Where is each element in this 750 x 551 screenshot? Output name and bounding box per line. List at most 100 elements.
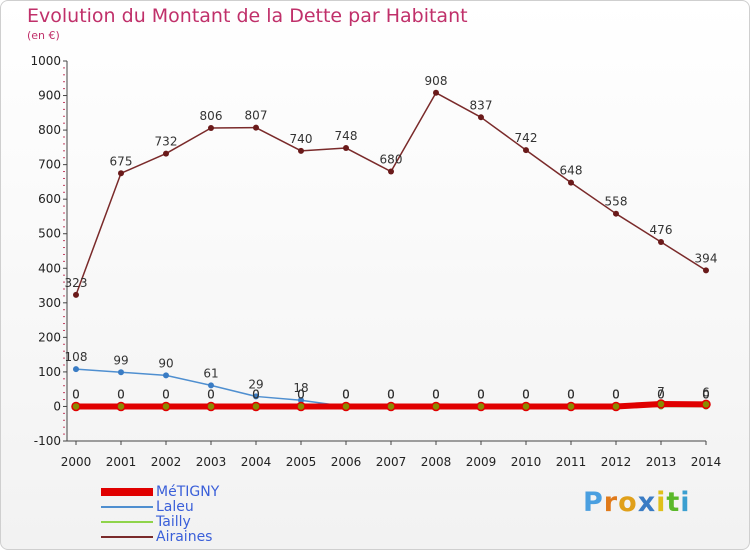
data-label: 0 — [162, 387, 170, 401]
series-point — [523, 147, 529, 154]
series-point — [478, 114, 484, 121]
data-label: 0 — [387, 387, 395, 401]
data-label: 99 — [113, 353, 128, 367]
x-tick-label: 2005 — [286, 455, 317, 469]
data-label: 806 — [200, 109, 223, 123]
data-label: 0 — [207, 387, 215, 401]
series-point — [703, 267, 709, 274]
data-label: 732 — [155, 135, 178, 149]
series-point — [73, 366, 79, 373]
data-label: 0 — [342, 387, 350, 401]
data-label: 908 — [425, 74, 448, 88]
series-point — [656, 399, 666, 409]
data-label: 0 — [297, 387, 305, 401]
series-point — [431, 401, 441, 412]
data-label: 0 — [477, 387, 485, 401]
legend-label: MéTIGNY — [156, 484, 220, 500]
x-tick-label: 2008 — [421, 455, 452, 469]
data-label: 108 — [65, 350, 88, 364]
data-label: 837 — [470, 98, 493, 112]
x-tick-label: 2001 — [106, 455, 137, 469]
data-label: 61 — [203, 366, 218, 380]
series-point — [163, 372, 169, 379]
series-point — [116, 401, 126, 412]
proxiti-logo: Proxiti — [583, 487, 691, 518]
data-label: 0 — [387, 387, 395, 401]
data-label: 748 — [335, 129, 358, 143]
data-label: 0 — [612, 387, 620, 401]
series-point — [296, 401, 306, 412]
series-point — [208, 125, 214, 132]
data-label: 648 — [560, 164, 583, 178]
legend-swatch — [101, 536, 153, 538]
series-point — [253, 124, 259, 131]
y-tick-label: 100 — [38, 365, 61, 379]
data-label: 0 — [477, 387, 485, 401]
data-label: 0 — [477, 387, 485, 401]
data-label: 0 — [567, 387, 575, 401]
y-tick-label: 800 — [38, 123, 61, 137]
y-tick-label: -100 — [34, 434, 61, 448]
data-label: 6 — [702, 385, 710, 399]
chart-title: Evolution du Montant de la Dette par Hab… — [27, 5, 468, 27]
series-point — [611, 401, 621, 412]
series-point — [613, 210, 619, 217]
legend-label: Laleu — [156, 499, 194, 515]
data-label: 0 — [72, 387, 80, 401]
data-label: 0 — [657, 387, 665, 401]
series-point — [73, 291, 79, 298]
series-point — [476, 401, 486, 412]
data-label: 0 — [432, 387, 440, 401]
logo-letter: t — [666, 487, 681, 518]
y-tick-label: 1000 — [30, 54, 61, 68]
data-label: 0 — [117, 387, 125, 401]
legend-swatch — [101, 506, 153, 508]
series-point — [343, 145, 349, 152]
data-label: 0 — [612, 387, 620, 401]
logo-letter: i — [656, 487, 667, 518]
x-tick-label: 2011 — [556, 455, 587, 469]
data-label: 0 — [342, 387, 350, 401]
series-point — [433, 89, 439, 96]
series-point — [208, 382, 214, 389]
data-label: 0 — [72, 387, 80, 401]
data-label: 7 — [657, 385, 665, 399]
x-tick-label: 2000 — [61, 455, 92, 469]
x-tick-label: 2014 — [691, 455, 722, 469]
data-label: 0 — [117, 387, 125, 401]
series-point — [568, 179, 574, 186]
series-point — [658, 239, 664, 246]
series-point — [253, 393, 259, 400]
data-label: 558 — [605, 195, 628, 209]
y-tick-label: 0 — [53, 399, 61, 413]
legend-label: Tailly — [156, 514, 191, 530]
x-tick-label: 2013 — [646, 455, 677, 469]
series-point — [386, 401, 396, 412]
series-point — [341, 401, 351, 412]
data-label: 0 — [432, 387, 440, 401]
data-label: 0 — [567, 387, 575, 401]
y-tick-label: 200 — [38, 330, 61, 344]
y-tick-label: 500 — [38, 227, 61, 241]
series-point — [251, 401, 261, 412]
x-tick-label: 2010 — [511, 455, 542, 469]
y-tick-label: 300 — [38, 296, 61, 310]
data-label: 675 — [110, 154, 133, 168]
legend-swatch — [101, 488, 153, 496]
x-tick-label: 2003 — [196, 455, 227, 469]
data-label: 323 — [65, 276, 88, 290]
data-label: 18 — [293, 381, 308, 395]
data-label: 740 — [290, 132, 313, 146]
legend-swatch — [101, 521, 153, 523]
logo-letter: o — [618, 487, 638, 518]
data-label: 0 — [252, 387, 260, 401]
data-label: 807 — [245, 109, 268, 123]
y-tick-label: 400 — [38, 261, 61, 275]
data-label: 742 — [515, 131, 538, 145]
y-tick-label: 900 — [38, 89, 61, 103]
series-point — [298, 397, 304, 404]
data-label: 90 — [158, 356, 173, 370]
series-point — [118, 369, 124, 376]
